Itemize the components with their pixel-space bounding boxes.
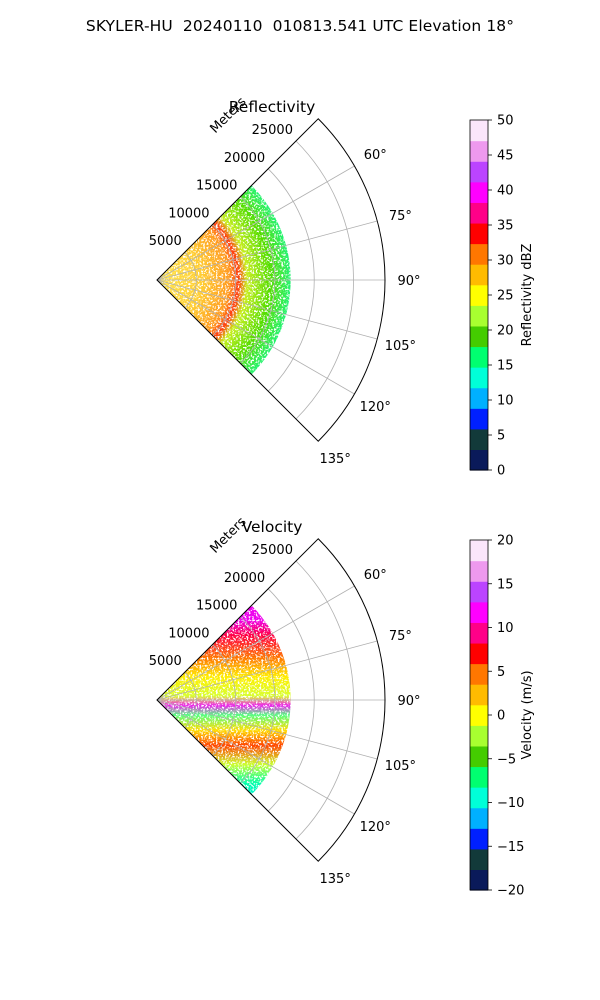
- colorbar-segment: [470, 408, 488, 430]
- radial-tick-label: 10000: [168, 626, 209, 641]
- radial-tick-label: 25000: [252, 123, 293, 138]
- angle-tick-label: 120°: [360, 400, 391, 415]
- colorbar-tick-label: 15: [497, 577, 514, 592]
- angle-tick-label: 105°: [385, 339, 416, 354]
- colorbar-tick-label: 20: [497, 324, 514, 339]
- angle-tick-label: 60°: [364, 148, 387, 163]
- angle-tick-label: 90°: [397, 274, 420, 289]
- colorbar-segment: [470, 449, 488, 471]
- radial-tick-label: 20000: [224, 151, 265, 166]
- colorbar-tick-label: 30: [497, 254, 514, 269]
- angle-tick-label: 60°: [364, 568, 387, 583]
- radial-tick-label: 25000: [252, 543, 293, 558]
- colorbar-segment: [470, 622, 488, 644]
- colorbar-segment: [470, 325, 488, 348]
- colorbar-segment: [470, 161, 488, 183]
- colorbar-segment: [470, 787, 488, 809]
- colorbar-segment: [470, 346, 488, 368]
- chart-title: Velocity: [242, 518, 303, 536]
- radial-tick-label: 15000: [196, 179, 237, 194]
- colorbar-tick-label: −10: [497, 796, 524, 811]
- grid-spoke: [156, 279, 355, 395]
- colorbar-segment: [470, 581, 488, 603]
- colorbar-segment: [470, 367, 488, 389]
- colorbar-segment: [470, 663, 488, 685]
- radial-tick-label: 5000: [149, 654, 182, 669]
- colorbar-tick-label: 35: [497, 219, 514, 234]
- angle-tick-label: 75°: [389, 209, 412, 224]
- colorbar-segment: [470, 202, 488, 224]
- colorbar-label: Velocity (m/s): [520, 670, 535, 759]
- angle-tick-label: 90°: [397, 694, 420, 709]
- colorbar-tick-label: 45: [497, 149, 514, 164]
- colorbar-segment: [470, 428, 488, 451]
- grid-spoke: [156, 585, 355, 701]
- colorbar-tick-label: 50: [497, 114, 514, 129]
- angle-tick-label: 135°: [320, 872, 351, 887]
- grid-spoke: [156, 279, 378, 340]
- colorbar-segment: [470, 222, 488, 245]
- colorbar-segment: [470, 264, 488, 286]
- colorbar-segment: [470, 284, 488, 306]
- colorbar-tick-label: −15: [497, 840, 524, 855]
- chart-title: Reflectivity: [229, 98, 316, 116]
- grid-spoke: [156, 220, 378, 281]
- colorbar-segment: [470, 642, 488, 665]
- colorbar: 0 5 10 15 20 25 30 35 40 45 50 Reflectivity dBZ: [469, 114, 535, 479]
- colorbar-segment: [470, 766, 488, 788]
- polar-sector-frame: [156, 538, 386, 862]
- colorbar-tick-label: 5: [497, 429, 505, 444]
- chart-panel-velocity: Velocity500010000150002000025000Meters60…: [149, 514, 535, 898]
- angle-tick-label: 105°: [385, 759, 416, 774]
- grid-spoke: [156, 699, 355, 815]
- angle-tick-label: 120°: [360, 820, 391, 835]
- colorbar: −20 −15 −10 −5 0 5 10 15 20 Velocity (m/s): [469, 534, 535, 899]
- colorbar-segment: [470, 560, 488, 582]
- colorbar-tick-label: −5: [497, 752, 516, 767]
- chart-panel-reflectivity: Reflectivity500010000150002000025000Mete…: [149, 94, 535, 478]
- figure-title: SKYLER-HU 20240110 010813.541 UTC Elevat…: [85, 17, 515, 35]
- radial-tick-label: 10000: [168, 206, 209, 221]
- colorbar-tick-label: 25: [497, 289, 514, 304]
- grid-spoke: [156, 699, 378, 760]
- polar-sector-frame: [156, 118, 386, 442]
- colorbar-segment: [470, 140, 488, 162]
- radial-tick-label: 5000: [149, 234, 182, 249]
- colorbar-segment: [470, 387, 488, 409]
- colorbar-segment: [470, 725, 488, 747]
- radial-tick-label: 15000: [196, 599, 237, 614]
- colorbar-tick-label: 5: [497, 665, 505, 680]
- colorbar-segment: [470, 684, 488, 706]
- colorbar-segment: [470, 243, 488, 265]
- colorbar-segment: [470, 828, 488, 850]
- colorbar-segment: [470, 181, 488, 203]
- colorbar-segment: [470, 540, 488, 562]
- colorbar-segment: [470, 807, 488, 829]
- radial-tick-label: 20000: [224, 571, 265, 586]
- angle-tick-label: 135°: [320, 452, 351, 467]
- colorbar-segment: [470, 848, 488, 871]
- grid-spoke: [156, 640, 378, 701]
- colorbar-label: Reflectivity dBZ: [520, 244, 535, 347]
- colorbar-segment: [470, 305, 488, 327]
- colorbar-tick-label: 40: [497, 184, 514, 199]
- angle-tick-label: 75°: [389, 629, 412, 644]
- grid-spoke: [156, 165, 355, 281]
- colorbar-segment: [470, 601, 488, 623]
- colorbar-tick-label: 15: [497, 359, 514, 374]
- colorbar-segment: [470, 704, 488, 726]
- colorbar-segment: [470, 745, 488, 768]
- colorbar-segment: [470, 120, 488, 142]
- colorbar-tick-label: 10: [497, 394, 514, 409]
- colorbar-segment: [470, 869, 488, 891]
- colorbar-tick-label: 20: [497, 534, 514, 549]
- colorbar-tick-label: −20: [497, 884, 524, 899]
- colorbar-tick-label: 10: [497, 621, 514, 636]
- colorbar-tick-label: 0: [497, 709, 505, 724]
- colorbar-tick-label: 0: [497, 464, 505, 479]
